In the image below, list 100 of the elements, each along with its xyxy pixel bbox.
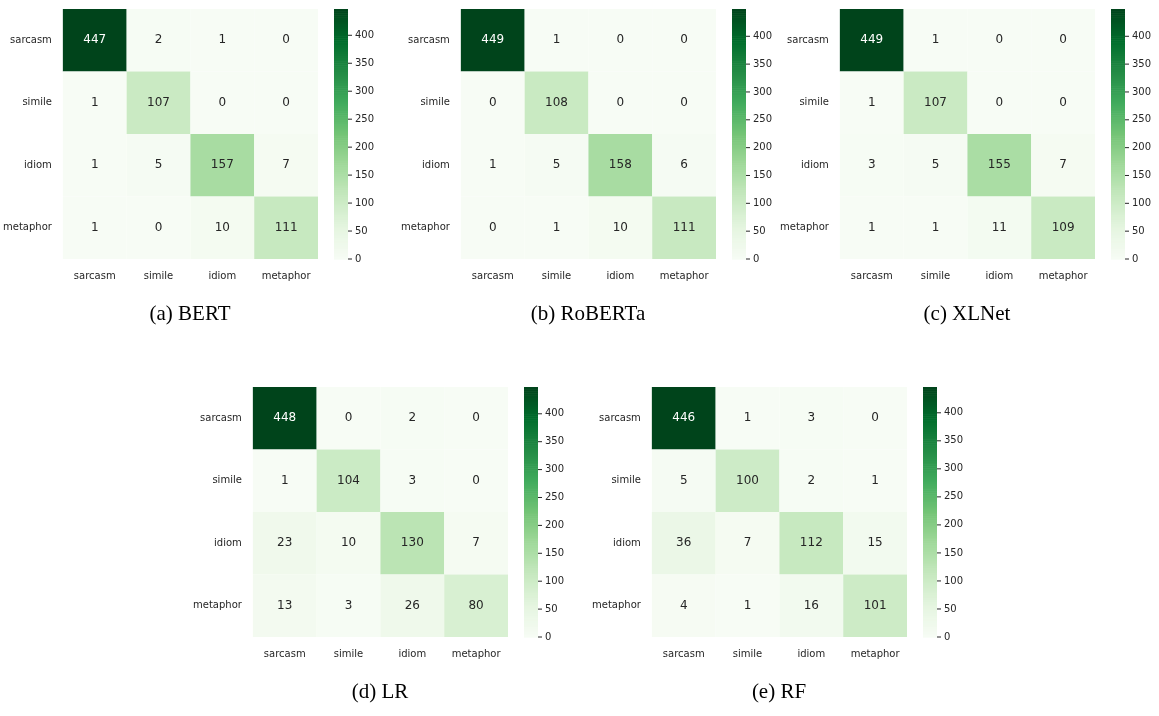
data-label: 2 [807,472,816,487]
x-tick-label: metaphor [261,269,312,281]
color-bar-label: 200 [545,518,565,530]
color-bar-label: 400 [753,29,773,41]
y-tick-label: simile [611,474,641,486]
data-label: 111 [672,219,696,234]
color-bar-label: 50 [753,224,766,236]
y-tick-label: metaphor [780,221,830,233]
data-label: 100 [736,472,759,487]
data-label: 0 [1059,32,1067,47]
data-label: 1 [552,32,561,47]
data-label: 2 [408,410,417,425]
y-tick-label: idiom [24,158,52,170]
data-label: 0 [1059,94,1067,109]
text: (a) BERT [148,301,232,326]
data-label: 5 [552,157,561,172]
data-label: 0 [488,219,497,234]
data-label: 10 [612,219,628,234]
data-label: 0 [995,32,1004,47]
data-label: 13 [277,597,293,612]
color-bar-label: 400 [1132,29,1152,41]
y-tick-label: simile [799,96,829,108]
color-bar-label: 350 [545,435,565,447]
data-label: 155 [987,157,1011,172]
data-label: 15 [867,535,883,550]
color-bar-label: 350 [753,57,773,69]
y-tick-label: metaphor [3,221,53,233]
data-label: 1 [90,94,99,109]
y-tick-label: sarcasm [408,33,450,45]
x-tick-label: metaphor [850,647,901,659]
data-label: 1 [931,219,940,234]
data-label: 104 [337,472,360,487]
color-bar-label: 300 [1132,85,1152,97]
text: (e) RF [750,679,808,704]
data-label: 7 [1059,157,1067,172]
color-bar-label: 300 [753,85,773,97]
data-label: 447 [83,32,107,47]
color-bar-label: 250 [753,113,773,125]
data-label: 1 [743,410,752,425]
data-label: 1 [552,219,561,234]
data-label: 157 [210,157,234,172]
color-bar-label: 150 [545,546,565,558]
data-label: 0 [472,410,480,425]
data-label: 1 [867,219,876,234]
data-label: 111 [274,219,298,234]
color-bar-label: 200 [944,518,964,530]
color-bar-label: 250 [1132,113,1152,125]
y-tick-label: sarcasm [10,33,52,45]
y-tick-label: idiom [422,158,450,170]
data-label: 7 [743,535,752,550]
color-bar-label: 50 [545,602,558,614]
color-bar-label: 150 [753,169,773,181]
data-label: 1 [488,157,497,172]
data-label: 108 [545,94,568,109]
y-tick-label: metaphor [401,221,451,233]
y-tick-label: simile [420,96,450,108]
data-label: 107 [147,94,170,109]
color-bar-label: 100 [545,574,565,586]
y-tick-label: idiom [214,536,242,548]
color-bar-label: 100 [355,196,375,208]
data-label: 0 [680,94,688,109]
text: (d) LR [350,679,410,704]
data-label: 3 [344,597,353,612]
color-bar-label: 200 [753,141,773,153]
color-bar-label: 350 [944,434,964,446]
data-label: 2 [154,32,163,47]
color-bar-label: 300 [545,463,565,475]
x-tick-label: simile [732,647,763,659]
x-tick-label: simile [143,269,174,281]
color-bar-label: 150 [355,168,375,180]
data-label: 7 [472,535,480,550]
color-bar-label: 250 [355,112,375,124]
color-bar-label: 50 [1132,224,1145,236]
color-bar-label: 0 [944,630,951,642]
data-label: 1 [90,157,99,172]
data-label: 0 [680,32,688,47]
color-bar-label: 50 [944,602,957,614]
data-label: 1 [931,32,940,47]
color-bar-label: 100 [753,196,773,208]
x-tick-label: metaphor [451,647,502,659]
data-label: 446 [672,410,696,425]
x-tick-label: sarcasm [850,269,893,281]
color-bar-label: 0 [1132,252,1139,264]
color-bar-label: 350 [1132,57,1152,69]
data-label: 0 [218,94,227,109]
data-label: 0 [995,94,1004,109]
data-label: 158 [608,157,632,172]
data-label: 5 [679,472,688,487]
y-tick-label: simile [22,96,52,108]
y-tick-label: sarcasm [200,411,242,423]
color-bar-label: 350 [355,56,375,68]
color-bar-label: 0 [545,630,552,642]
color-bar-label: 400 [355,28,375,40]
data-label: 5 [931,157,940,172]
data-label: 80 [468,597,484,612]
data-label: 0 [282,94,290,109]
data-label: 1 [90,219,99,234]
x-tick-label: simile [920,269,951,281]
x-tick-label: metaphor [659,269,710,281]
data-label: 101 [863,597,887,612]
